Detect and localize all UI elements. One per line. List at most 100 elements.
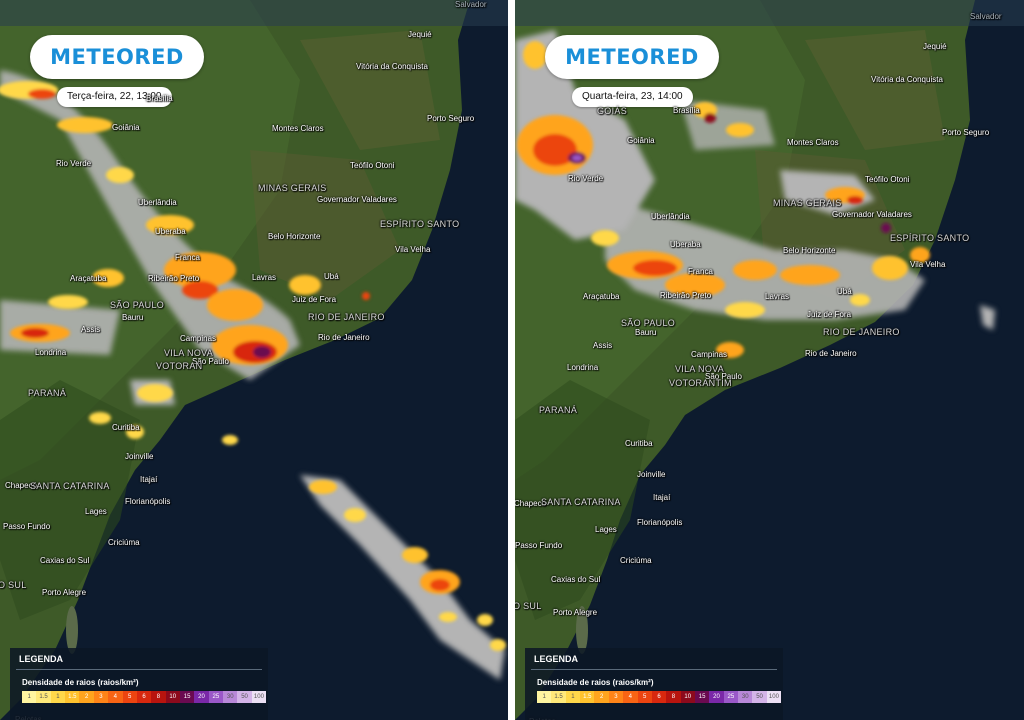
legend-swatch: 6 xyxy=(651,691,667,703)
region-label: RIO DE JANEIRO xyxy=(823,327,900,337)
city-label: Porto Seguro xyxy=(427,114,475,123)
region-label: O SUL xyxy=(515,601,542,611)
legend-swatch: 1 xyxy=(537,691,552,703)
map-panel-left: METEORED Terça-feira, 22, 13:00 Salvador… xyxy=(0,0,508,720)
meteored-logo: METEORED xyxy=(30,35,204,79)
region-label: MINAS GERAIS xyxy=(773,198,842,208)
legend-swatch: 2 xyxy=(594,691,609,703)
city-label: Rio de Janeiro xyxy=(805,349,857,358)
city-label: Salvador xyxy=(970,12,1002,21)
legend-swatch: 1.5 xyxy=(551,691,566,703)
storm-cells xyxy=(0,70,506,680)
map-panel-right: METEORED Quarta-feira, 23, 14:00 Salvado… xyxy=(515,0,1024,720)
city-label: Joinville xyxy=(637,470,666,479)
city-label: Campinas xyxy=(691,350,728,359)
legend-swatch: 1 xyxy=(565,691,581,703)
map-top-strip xyxy=(515,0,1024,26)
city-label: Passo Fundo xyxy=(3,522,51,531)
city-label: Belo Horizonte xyxy=(783,246,836,255)
legend-swatch: 5 xyxy=(637,691,652,703)
legend-subtitle: Densidade de raios (raios/km²) xyxy=(22,678,139,687)
legend-swatch: 20 xyxy=(194,691,209,703)
city-label: Uberlândia xyxy=(138,198,177,207)
city-label: Jequié xyxy=(923,42,947,51)
legend-swatch: 25 xyxy=(208,691,224,703)
legend-title: LEGENDA xyxy=(534,654,579,664)
timestamp-label: Terça-feira, 22, 13:00 xyxy=(57,87,172,107)
city-label: Curitiba xyxy=(625,439,653,448)
legend-swatch: 1 xyxy=(50,691,66,703)
city-label: Chapecó xyxy=(5,481,38,490)
city-label: Caxias do Sul xyxy=(551,575,601,584)
city-label: Campinas xyxy=(180,334,217,343)
map-canvas xyxy=(0,0,508,720)
map-canvas xyxy=(515,0,1024,720)
city-label: Porto Seguro xyxy=(942,128,990,137)
legend-swatch: 1.5 xyxy=(580,691,595,703)
region-label: PARANÁ xyxy=(28,388,67,398)
city-label: Bauru xyxy=(635,328,657,337)
city-label: Lavras xyxy=(252,273,277,282)
city-label: Uberlândia xyxy=(651,212,690,221)
region-label: SÃO PAULO xyxy=(621,318,676,328)
map-top-strip xyxy=(0,0,508,26)
legend-box: LEGENDA Densidade de raios (raios/km²) 1… xyxy=(525,648,783,720)
city-label: Governador Valadares xyxy=(832,210,912,219)
legend-title: LEGENDA xyxy=(19,654,64,664)
legend-swatch: 15 xyxy=(694,691,710,703)
city-label: Juiz de Fora xyxy=(807,310,852,319)
city-label: Teófilo Otoni xyxy=(350,161,395,170)
region-label: RIO DE JANEIRO xyxy=(308,312,385,322)
storm-cells xyxy=(515,30,995,358)
legend-divider xyxy=(16,669,262,670)
city-label: Goiânia xyxy=(112,123,140,132)
city-label: Lages xyxy=(85,507,107,516)
legend-swatch: 15 xyxy=(179,691,195,703)
city-label: Belo Horizonte xyxy=(268,232,321,241)
region-label: ESPÍRITO SANTO xyxy=(890,233,970,243)
region-label: ESPÍRITO SANTO xyxy=(380,219,460,229)
city-label: Porto Alegre xyxy=(42,588,87,597)
timestamp-label: Quarta-feira, 23, 14:00 xyxy=(572,87,693,107)
city-label: Uberaba xyxy=(155,227,186,236)
legend-swatch: 1.5 xyxy=(36,691,51,703)
legend-swatch: 100 xyxy=(766,691,782,703)
city-label: Chapecó xyxy=(515,499,547,508)
city-label: Florianópolis xyxy=(637,518,683,527)
legend-color-scale: 1 1.5 1 1.5 2 3 4 5 6 8 10 15 20 25 30 50 100 xyxy=(537,691,782,703)
region-label: SANTA CATARINA xyxy=(30,481,110,491)
legend-swatch: 1.5 xyxy=(65,691,80,703)
city-label: Assis xyxy=(81,325,101,334)
city-label: Rio Verde xyxy=(56,159,92,168)
legend-swatch: 4 xyxy=(623,691,638,703)
city-label: Teófilo Otoni xyxy=(865,175,910,184)
legend-box: LEGENDA Densidade de raios (raios/km²) 1… xyxy=(10,648,268,720)
city-label: Franca xyxy=(175,253,200,262)
legend-swatch: 2 xyxy=(79,691,94,703)
city-label: Vitória da Conquista xyxy=(356,62,428,71)
city-label: Assis xyxy=(593,341,613,350)
city-label: Joinville xyxy=(125,452,154,461)
city-label: Passo Fundo xyxy=(515,541,563,550)
panel-divider xyxy=(508,0,515,720)
region-label: MINAS GERAIS xyxy=(258,183,327,193)
legend-swatch: 8 xyxy=(666,691,681,703)
city-label: Salvador xyxy=(455,0,487,9)
region-label: SÃO PAULO xyxy=(110,300,165,310)
legend-swatch: 10 xyxy=(680,691,695,703)
legend-swatch: 3 xyxy=(93,691,109,703)
city-label: Araçatuba xyxy=(583,292,620,301)
city-label: Brasília xyxy=(673,106,700,115)
city-label: Ubá xyxy=(837,287,852,296)
legend-swatch: 100 xyxy=(251,691,267,703)
city-label: Florianópolis xyxy=(125,497,171,506)
city-label: Ribeirão Preto xyxy=(148,274,200,283)
city-label: Curitiba xyxy=(112,423,140,432)
city-label: Criciúma xyxy=(108,538,140,547)
legend-swatch: 50 xyxy=(752,691,767,703)
legend-subtitle: Densidade de raios (raios/km²) xyxy=(537,678,654,687)
meteored-logo: METEORED xyxy=(545,35,719,79)
city-label: Vila Velha xyxy=(910,260,946,269)
city-label: Ribeirão Preto xyxy=(660,291,712,300)
legend-divider xyxy=(531,669,777,670)
